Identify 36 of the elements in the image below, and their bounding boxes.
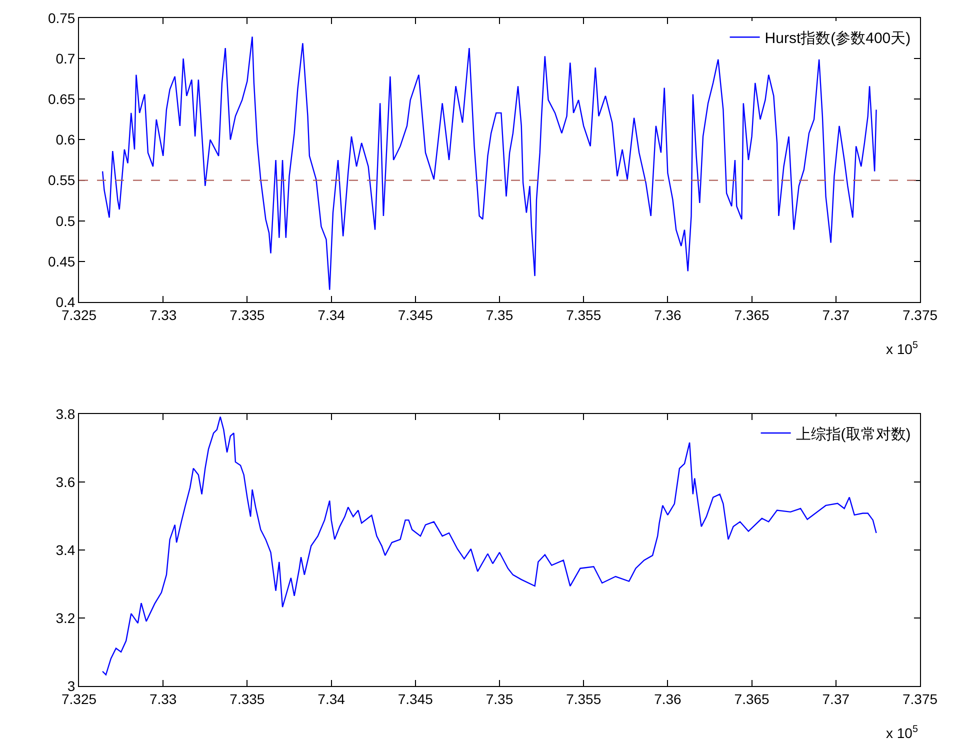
y-tick-label: 0.6 (56, 132, 76, 148)
x-tick-label: 7.35 (486, 306, 514, 323)
y-tick-label: 3.4 (56, 542, 76, 558)
x-tick-label: 7.345 (398, 306, 434, 323)
x-tick-label: 7.37 (822, 306, 850, 323)
x-tick-label: 7.36 (654, 306, 682, 323)
y-tick-label: 0.7 (56, 50, 76, 66)
x-tick-label: 7.34 (318, 690, 346, 707)
x-tick-label: 7.35 (486, 690, 514, 707)
x-tick-label: 7.375 (902, 690, 938, 707)
x-tick-label: 7.335 (230, 690, 265, 707)
line-series (102, 416, 877, 676)
legend-label: 上综指(取常对数) (796, 426, 911, 443)
x-tick-label: 7.37 (822, 690, 850, 707)
y-tick-label: 3.2 (56, 610, 76, 626)
x-tick-label: 7.33 (149, 306, 177, 323)
x-tick-label: 7.375 (902, 306, 938, 323)
x-tick-label: 7.365 (734, 690, 770, 707)
y-tick-label: 0.45 (48, 253, 76, 270)
x-tick-label: 7.365 (734, 306, 770, 323)
legend-label: Hurst指数(参数400天) (764, 30, 911, 47)
x-tick-label: 7.33 (149, 690, 177, 707)
x-tick-label: 7.34 (318, 306, 346, 323)
y-tick-label: 3.6 (56, 474, 76, 490)
y-tick-label: 0.5 (56, 212, 76, 229)
x-tick-label: 7.345 (398, 690, 434, 707)
x-tick-label: 7.335 (230, 306, 265, 323)
y-tick-label: 0.65 (48, 91, 76, 108)
y-tick-label: 0.55 (48, 172, 76, 188)
y-tick-label: 3.8 (56, 406, 76, 422)
x-tick-label: 7.355 (566, 690, 602, 707)
x-tick-label: 7.36 (654, 690, 682, 707)
text: x 10$^{5}$ (886, 340, 918, 357)
x-tick-label: 7.355 (566, 306, 602, 323)
text: x 10$^{5}$ (886, 724, 918, 741)
y-tick-label: 0.75 (48, 10, 76, 26)
